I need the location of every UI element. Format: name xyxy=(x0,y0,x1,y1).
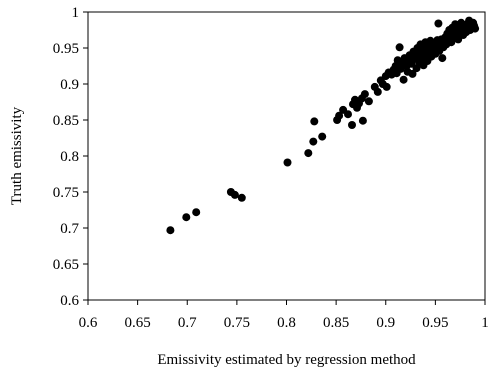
x-tick-label: 0.9 xyxy=(376,315,395,331)
x-axis: 0.6 0.65 0.7 0.75 0.8 0.85 0.9 0.95 1 xyxy=(79,300,489,331)
x-tick-label: 0.7 xyxy=(178,315,197,331)
data-point xyxy=(182,213,191,222)
y-tick-label: 0.6 xyxy=(60,293,79,309)
data-point xyxy=(192,208,201,217)
data-point xyxy=(358,116,367,125)
y-axis: 0.6 0.65 0.7 0.75 0.8 0.85 0.9 0.95 1 xyxy=(53,5,88,309)
data-point xyxy=(373,87,382,96)
data-point xyxy=(344,110,352,119)
data-point xyxy=(471,24,480,33)
data-point xyxy=(283,158,292,167)
data-point xyxy=(395,43,404,52)
x-tick-label: 0.85 xyxy=(323,315,349,331)
data-point xyxy=(304,149,313,158)
x-tick-label: 0.95 xyxy=(422,315,448,331)
x-tick-label: 0.75 xyxy=(224,315,250,331)
data-point xyxy=(335,111,344,120)
data-point xyxy=(438,54,447,63)
x-tick-label: 0.6 xyxy=(79,315,98,331)
data-point xyxy=(309,137,318,146)
data-point xyxy=(408,69,417,78)
y-tick-label: 0.85 xyxy=(53,113,79,129)
y-tick-label: 0.95 xyxy=(53,41,79,57)
x-axis-title: Emissivity estimated by regression metho… xyxy=(157,352,416,368)
x-tick-label: 1 xyxy=(481,315,489,331)
data-point xyxy=(348,121,356,129)
y-axis-title: Truth emissivity xyxy=(9,106,25,205)
y-tick-label: 0.65 xyxy=(53,257,79,273)
data-point xyxy=(230,190,239,199)
y-tick-label: 0.9 xyxy=(60,77,79,93)
y-tick-label: 0.7 xyxy=(60,221,79,237)
data-point xyxy=(318,132,327,141)
data-point xyxy=(360,90,369,99)
data-point xyxy=(382,82,391,91)
data-point xyxy=(237,193,246,202)
data-point xyxy=(310,117,319,126)
data-point xyxy=(399,75,408,84)
y-tick-label: 1 xyxy=(72,5,80,21)
x-tick-label: 0.65 xyxy=(125,315,151,331)
y-tick-label: 0.8 xyxy=(60,149,79,165)
data-point xyxy=(166,226,175,235)
data-point xyxy=(364,97,373,106)
data-points xyxy=(166,16,480,235)
data-point xyxy=(434,19,443,28)
y-tick-label: 0.75 xyxy=(53,185,79,201)
x-tick-label: 0.8 xyxy=(277,315,296,331)
